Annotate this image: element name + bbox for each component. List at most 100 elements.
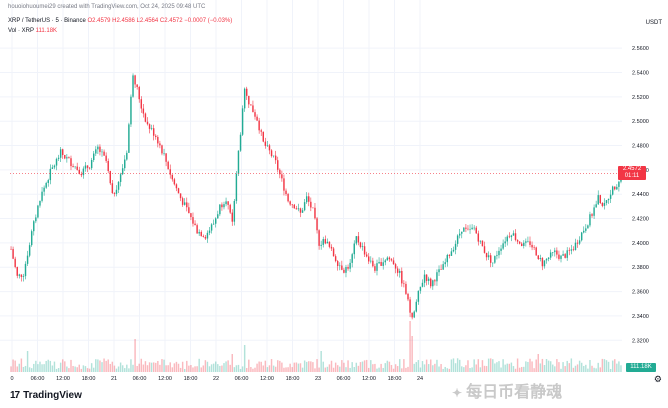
candle-body bbox=[603, 203, 606, 206]
volume-bar bbox=[16, 366, 18, 372]
volume-bar bbox=[55, 368, 58, 372]
volume-bar bbox=[504, 364, 506, 372]
volume-bar bbox=[417, 360, 420, 372]
volume-bar bbox=[549, 361, 552, 372]
candle-body bbox=[336, 261, 339, 266]
candle-body bbox=[471, 227, 473, 229]
volume-bar bbox=[448, 368, 451, 372]
candle-body bbox=[93, 153, 95, 161]
volume-bar bbox=[204, 360, 207, 372]
tradingview-logo[interactable]: 17 TradingView bbox=[10, 390, 82, 401]
volume-bar bbox=[165, 365, 167, 372]
watermark-text: 每日币看静魂 bbox=[466, 384, 563, 401]
volume-bar bbox=[593, 367, 595, 372]
volume-bar bbox=[343, 362, 345, 372]
volume-bar bbox=[20, 358, 23, 372]
volume-bar bbox=[483, 365, 486, 372]
volume-bar bbox=[370, 360, 372, 372]
volume-bar bbox=[620, 365, 622, 372]
candle-body bbox=[436, 272, 438, 282]
volume-bar bbox=[475, 364, 477, 372]
candle-body bbox=[157, 137, 159, 144]
volume-bar bbox=[140, 358, 143, 372]
currency-label[interactable]: USDT bbox=[645, 20, 662, 26]
volume-bar bbox=[576, 364, 579, 372]
candle-body bbox=[80, 174, 83, 176]
candle-body bbox=[35, 217, 37, 222]
candle-body bbox=[355, 236, 358, 244]
candle-body bbox=[554, 250, 556, 253]
candle-body bbox=[163, 153, 165, 155]
volume-bar bbox=[150, 362, 153, 372]
volume-bar bbox=[467, 360, 469, 372]
candle-body bbox=[388, 257, 391, 260]
volume-bar bbox=[425, 359, 428, 372]
volume-bar bbox=[405, 367, 407, 372]
volume-bar bbox=[421, 361, 424, 372]
volume-label[interactable]: Vol · XRP bbox=[8, 28, 34, 34]
candle-body bbox=[287, 194, 289, 202]
volume-bar bbox=[183, 368, 186, 372]
candle-body bbox=[372, 260, 374, 267]
candle-body bbox=[434, 280, 436, 282]
candle-body bbox=[479, 240, 482, 242]
candle-body bbox=[152, 128, 155, 136]
volume-bar bbox=[339, 366, 341, 372]
volume-bar bbox=[266, 367, 269, 372]
candle-body bbox=[179, 193, 182, 199]
symbol-legend[interactable]: XRP / TetherUS · 5 · Binance O2.4579 H2.… bbox=[8, 18, 232, 24]
candle-body bbox=[378, 261, 380, 264]
candle-body bbox=[214, 218, 217, 224]
gear-icon[interactable]: ⚙ bbox=[653, 374, 662, 384]
volume-bar bbox=[386, 360, 389, 372]
candle-body bbox=[210, 224, 213, 231]
x-tick-label: 06:00 bbox=[133, 376, 147, 382]
candle-body bbox=[175, 184, 178, 189]
candle-body bbox=[86, 165, 89, 168]
candle-body bbox=[380, 261, 382, 266]
candle-body bbox=[103, 151, 105, 156]
symbol-name[interactable]: XRP / TetherUS · 5 · Binance bbox=[8, 18, 86, 24]
x-tick-label: 06:00 bbox=[31, 376, 45, 382]
volume-bar bbox=[279, 360, 281, 372]
candle-body bbox=[61, 149, 64, 156]
candle-body bbox=[353, 243, 355, 255]
candle-body bbox=[124, 159, 126, 169]
volume-bar bbox=[214, 361, 217, 372]
volume-bar bbox=[461, 366, 463, 372]
volume-bar bbox=[210, 364, 213, 372]
candle-body bbox=[461, 231, 463, 234]
candle-body bbox=[452, 249, 455, 252]
volume-bar bbox=[235, 365, 238, 372]
volume-bar bbox=[382, 367, 384, 372]
volume-bar bbox=[365, 359, 368, 372]
volume-bar bbox=[212, 363, 215, 372]
volume-bar bbox=[272, 365, 275, 372]
last-price: 2.4572 bbox=[622, 166, 642, 173]
candle-body bbox=[535, 247, 537, 256]
volume-bar bbox=[415, 362, 418, 372]
volume-bar bbox=[18, 363, 21, 372]
volume-bar bbox=[157, 360, 159, 372]
volume-bar bbox=[95, 359, 97, 372]
volume-bar bbox=[347, 360, 349, 372]
volume-bar bbox=[572, 367, 575, 372]
volume-bar bbox=[229, 364, 231, 372]
volume-bar bbox=[24, 365, 27, 372]
volume-legend[interactable]: Vol · XRP 111.18K bbox=[8, 28, 57, 34]
volume-bar bbox=[179, 367, 182, 372]
volume-bar bbox=[411, 336, 413, 372]
volume-bar bbox=[97, 359, 99, 372]
volume-bar bbox=[258, 361, 260, 372]
candle-body bbox=[318, 230, 320, 246]
candle-body bbox=[568, 250, 571, 251]
candle-body bbox=[41, 191, 43, 201]
volume-bar bbox=[500, 367, 502, 372]
candle-body bbox=[229, 204, 231, 213]
candle-body bbox=[16, 266, 18, 276]
volume-bar bbox=[318, 367, 320, 372]
chart-grid bbox=[0, 0, 622, 372]
volume-bar bbox=[72, 365, 74, 372]
candle-body bbox=[14, 258, 16, 267]
